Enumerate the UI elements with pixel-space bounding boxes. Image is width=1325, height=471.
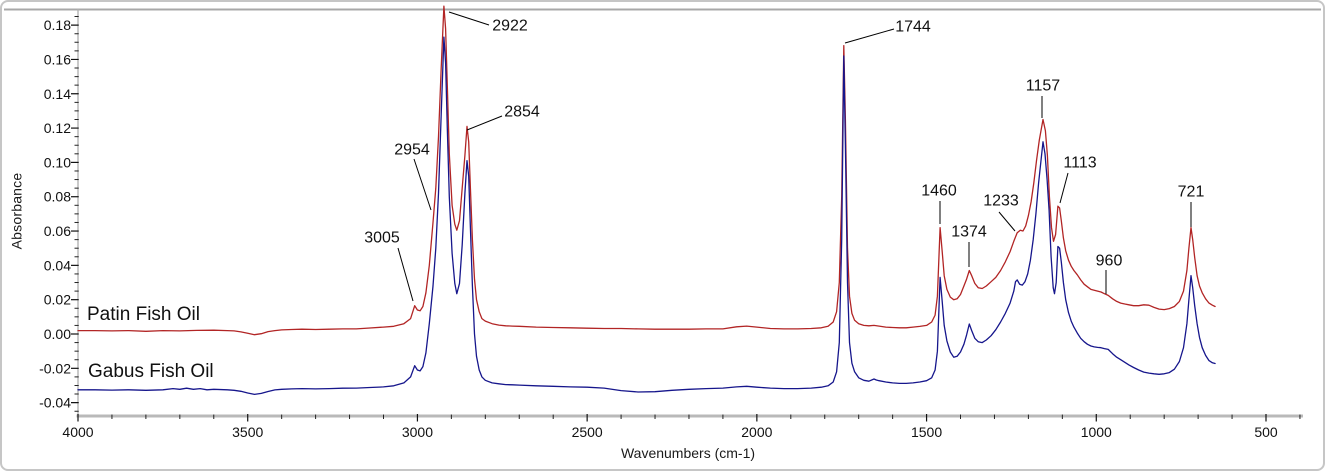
- spectrum-curve-patin: [77, 5, 1216, 336]
- peak-annotation-1374: 1374: [951, 224, 987, 241]
- peak-annotation-721: 721: [1178, 184, 1205, 201]
- peak-leader-2922: [448, 11, 490, 26]
- y-tick-label: 0.14: [44, 86, 71, 102]
- x-tick-label: 3000: [402, 424, 433, 440]
- peak-annotation-1460: 1460: [921, 183, 957, 200]
- y-tick-label: 0.08: [44, 189, 71, 205]
- y-tick-label: 0.10: [44, 154, 71, 170]
- peak-leader-2954: [413, 158, 432, 211]
- peak-annotation-2922: 2922: [492, 18, 528, 35]
- y-tick-label: 0.00: [44, 326, 71, 342]
- x-tick-label: 4000: [62, 424, 93, 440]
- peak-annotation-2954: 2954: [394, 142, 430, 159]
- peak-leader-1113: [1059, 172, 1069, 204]
- series-label-patin-fish-oil: Patin Fish Oil: [87, 304, 200, 325]
- series-label-gabus-fish-oil: Gabus Fish Oil: [88, 361, 214, 382]
- x-tick-label: 2500: [572, 424, 603, 440]
- y-tick-label: 0.12: [44, 120, 71, 136]
- peak-annotation-960: 960: [1096, 253, 1123, 270]
- x-tick-label: 1000: [1081, 424, 1112, 440]
- y-tick-label: 0.18: [44, 17, 71, 33]
- spectrum-curve-gabus: [77, 36, 1216, 396]
- peak-annotation-2854: 2854: [504, 104, 540, 121]
- x-tick-label: 3500: [232, 424, 263, 440]
- y-tick-label: 0.16: [44, 51, 71, 67]
- peak-annotation-1157: 1157: [1026, 78, 1061, 95]
- x-tick-label: 2000: [741, 424, 772, 440]
- peak-annotation-1744: 1744: [895, 19, 931, 36]
- y-tick-label: -0.02: [39, 360, 71, 376]
- y-tick-label: 0.04: [44, 257, 71, 273]
- y-tick-label: 0.02: [44, 292, 71, 308]
- peak-leader-1744: [844, 28, 895, 44]
- peak-leader-3005: [397, 247, 414, 302]
- peak-annotation-3005: 3005: [364, 230, 400, 247]
- y-tick-label: -0.04: [39, 395, 71, 411]
- x-tick-label: 1500: [911, 424, 942, 440]
- x-axis-title: Wavenumbers (cm-1): [620, 445, 756, 461]
- x-tick-label: 500: [1254, 424, 1278, 440]
- peak-leader-2854: [466, 115, 503, 131]
- peak-annotation-1113: 1113: [1063, 155, 1096, 172]
- peak-leader-1233: [998, 211, 1016, 232]
- y-tick-label: 0.06: [44, 223, 71, 239]
- peak-annotation-1233: 1233: [983, 193, 1019, 210]
